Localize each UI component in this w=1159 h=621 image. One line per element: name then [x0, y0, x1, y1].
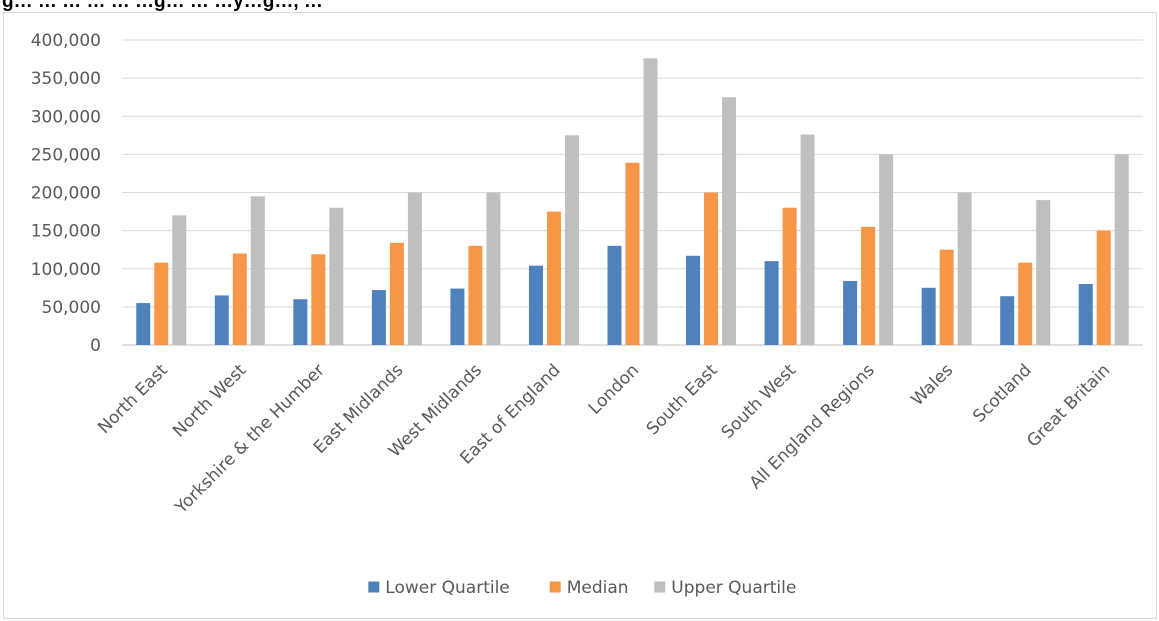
y-tick-label: 50,000	[42, 298, 101, 318]
bar-lower-quartile	[607, 245, 622, 345]
bar-upper-quartile	[722, 97, 737, 345]
figure-title: g… … … … … …g… … …y…g…, …	[2, 0, 323, 12]
bar-upper-quartile	[250, 196, 265, 345]
bar-upper-quartile	[486, 192, 501, 345]
bar-median	[311, 254, 326, 345]
bar-lower-quartile	[843, 280, 858, 345]
bar-median	[546, 211, 561, 345]
bar-median	[232, 253, 247, 345]
bar-lower-quartile	[1000, 296, 1015, 345]
bar-upper-quartile	[879, 154, 894, 345]
bar-lower-quartile	[1078, 284, 1093, 345]
bar-upper-quartile	[172, 215, 187, 345]
legend-label: Upper Quartile	[671, 578, 796, 598]
legend-swatch	[549, 581, 561, 593]
legend-swatch	[368, 581, 380, 593]
y-tick-label: 400,000	[31, 31, 101, 51]
x-category-label: Great Britain	[1023, 360, 1114, 451]
x-category-label: Yorkshire & the Humber	[171, 360, 329, 518]
bar-lower-quartile	[921, 287, 936, 345]
bar-median	[1018, 262, 1033, 345]
bar-median	[939, 249, 954, 345]
y-tick-label: 200,000	[31, 184, 101, 204]
y-tick-label: 100,000	[31, 260, 101, 280]
bar-lower-quartile	[528, 265, 543, 345]
bar-lower-quartile	[764, 261, 779, 345]
bar-upper-quartile	[643, 58, 658, 346]
bar-median	[154, 262, 169, 345]
x-category-label: South East	[643, 360, 722, 439]
bar-upper-quartile	[800, 134, 815, 345]
bar-lower-quartile	[214, 295, 229, 345]
bar-median	[861, 226, 876, 345]
bar-lower-quartile	[450, 288, 465, 345]
bar-median	[625, 162, 640, 345]
y-tick-label: 350,000	[31, 69, 101, 89]
bar-upper-quartile	[1114, 154, 1129, 345]
figure-title-clip: g… … … … … …g… … …y…g…, …	[0, 0, 1159, 12]
y-tick-label: 150,000	[31, 222, 101, 242]
bar-median	[782, 207, 797, 345]
bar-upper-quartile	[564, 135, 579, 345]
x-category-label: North East	[94, 360, 172, 438]
bar-lower-quartile	[293, 299, 308, 345]
bar-median	[389, 242, 404, 345]
legend-label: Lower Quartile	[385, 578, 509, 598]
y-tick-label: 250,000	[31, 145, 101, 165]
bar-upper-quartile	[1036, 200, 1051, 345]
bar-upper-quartile	[329, 207, 344, 345]
y-tick-label: 0	[90, 336, 101, 356]
bar-lower-quartile	[136, 303, 151, 345]
legend-swatch	[654, 581, 666, 593]
x-category-label: North West	[169, 360, 250, 441]
y-tick-label: 300,000	[31, 107, 101, 127]
x-category-label: Scotland	[969, 360, 1035, 426]
bar-median	[704, 192, 719, 345]
bar-median	[468, 245, 483, 345]
bar-median	[1096, 230, 1111, 345]
legend-label: Median	[567, 578, 629, 598]
bar-lower-quartile	[371, 290, 386, 345]
x-category-label: London	[585, 360, 643, 418]
bar-upper-quartile	[957, 192, 972, 345]
bar-upper-quartile	[407, 192, 422, 345]
bar-lower-quartile	[686, 255, 701, 345]
x-category-label: Wales	[908, 360, 958, 410]
x-category-label: South West	[718, 360, 801, 443]
